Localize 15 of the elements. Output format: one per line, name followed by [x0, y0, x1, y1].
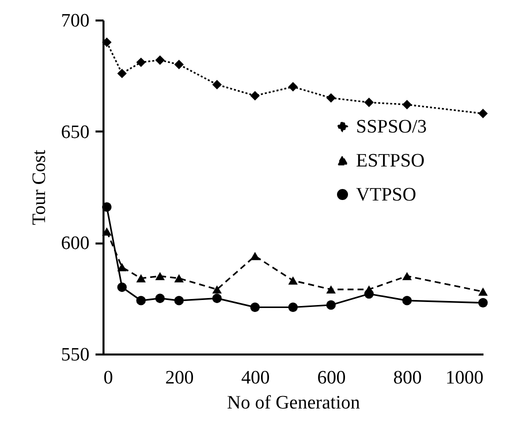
x-tick-label: 200: [165, 368, 194, 388]
x-tick-label: 800: [393, 368, 422, 388]
y-tick-label: 650: [61, 122, 90, 143]
y-tick-label: 700: [61, 10, 90, 32]
x-tick-label: 400: [241, 368, 270, 388]
y-tick-label: 550: [61, 344, 90, 366]
y-tick-label: 600: [61, 233, 90, 254]
x-tick-label: 1000: [446, 368, 484, 388]
x-axis-title: No of Generation: [227, 392, 360, 414]
legend-label: SSPSO/3: [356, 116, 427, 138]
legend-label: ESTPSO: [356, 150, 425, 172]
x-tick-label: 600: [317, 368, 346, 388]
y-axis-title: Tour Cost: [29, 149, 50, 226]
x-tick-label: 0: [104, 368, 113, 388]
legend-label: VTPSO: [356, 184, 416, 206]
